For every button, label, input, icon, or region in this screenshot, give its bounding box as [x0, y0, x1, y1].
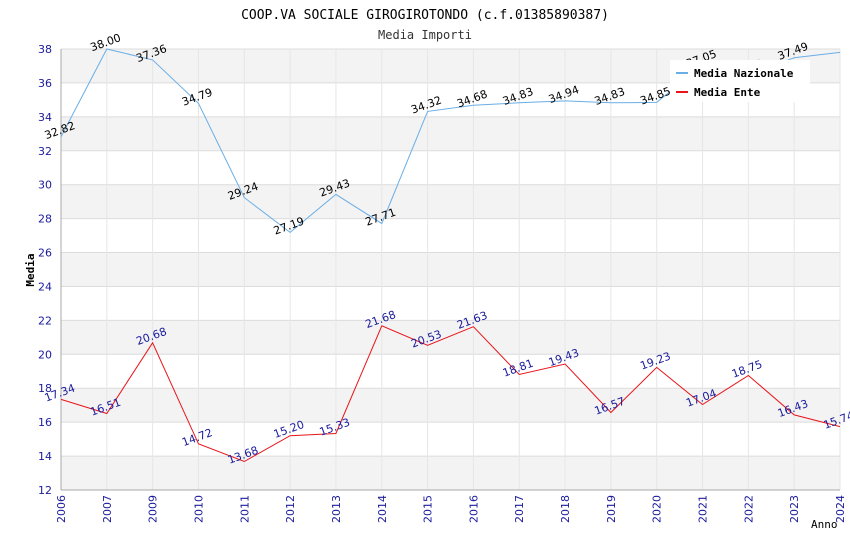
y-axis-label: Media: [24, 253, 37, 286]
legend-box: [670, 60, 810, 102]
x-tick-label: 2014: [376, 495, 389, 523]
grid-band: [61, 388, 840, 423]
axes: [60, 49, 840, 491]
x-axis-label: Anno: [811, 518, 838, 531]
data-label: 34.83: [593, 85, 627, 108]
y-tick-label: 14: [38, 450, 52, 463]
data-label: 14.72: [180, 426, 214, 449]
data-label: 18.75: [730, 358, 764, 381]
data-label: 34.83: [501, 85, 535, 108]
legend-entry: Media Ente: [694, 86, 761, 99]
data-label: 34.85: [638, 85, 672, 108]
y-tick-label: 36: [38, 77, 52, 90]
y-tick-label: 24: [38, 280, 52, 293]
x-axis-ticks: 2006 2007 2009 2010 2011 2012 2013 2014 2015 2016…: [55, 495, 847, 523]
x-tick-label: 2015: [422, 495, 435, 523]
x-tick-label: 2009: [147, 495, 160, 523]
x-tick-label: 2017: [513, 495, 526, 523]
x-tick-label: 2010: [192, 495, 205, 523]
data-label: 34.79: [180, 86, 214, 109]
x-tick-label: 2006: [55, 495, 68, 523]
y-tick-label: 32: [38, 145, 52, 158]
grid-band: [61, 116, 840, 151]
y-tick-label: 18: [38, 382, 52, 395]
y-tick-label: 22: [38, 314, 52, 327]
chart-subtitle: Media Importi: [378, 28, 472, 42]
series-line-media-ente: [60, 325, 841, 463]
x-tick-label: 2019: [605, 495, 618, 523]
x-tick-label: 2022: [742, 495, 755, 523]
x-tick-label: 2011: [238, 495, 251, 523]
x-tick-label: 2021: [697, 495, 710, 523]
x-tick-label: 2012: [284, 495, 297, 523]
grid-band: [61, 184, 840, 219]
x-tick-label: 2016: [467, 495, 480, 523]
y-tick-label: 12: [38, 484, 52, 497]
y-tick-label: 16: [38, 416, 52, 429]
grid-band: [61, 320, 840, 355]
x-tick-label: 2024: [834, 495, 847, 523]
legend-entry: Media Nazionale: [694, 67, 794, 80]
x-tick-label: 2020: [651, 495, 664, 523]
data-label: 34.68: [455, 88, 489, 111]
chart-title: COOP.VA SOCIALE GIROGIROTONDO (c.f.01385…: [241, 8, 609, 23]
x-tick-label: 2013: [330, 495, 343, 523]
data-label: 34.94: [547, 83, 581, 106]
y-tick-label: 20: [38, 348, 52, 361]
legend: Media Nazionale Media Ente: [670, 60, 810, 102]
y-tick-label: 30: [38, 179, 52, 192]
y-tick-label: 26: [38, 247, 52, 260]
x-tick-label: 2023: [788, 495, 801, 523]
y-tick-label: 28: [38, 213, 52, 226]
x-tick-label: 2007: [101, 495, 114, 523]
y-axis-ticks: 12 14 16 18 20 22 24 26 28 30 32 34 36 38: [38, 43, 52, 497]
x-tick-label: 2018: [559, 495, 572, 523]
grid-band: [61, 456, 840, 490]
grid-band: [61, 252, 840, 287]
y-tick-label: 38: [38, 43, 52, 56]
plot-background-bands: [61, 49, 840, 490]
y-tick-label: 34: [38, 111, 52, 124]
